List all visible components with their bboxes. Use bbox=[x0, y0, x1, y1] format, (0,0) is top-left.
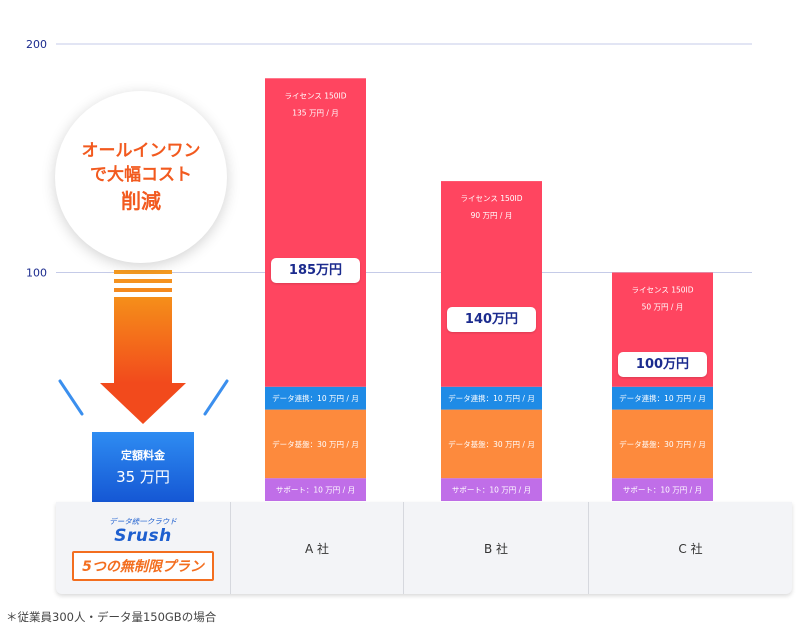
fixed-fee-box: 定額料金 35 万円 bbox=[92, 432, 194, 502]
segment-label: データ基盤：30 万円 / 月 bbox=[619, 439, 706, 449]
segment-label: データ連携：10 万円 / 月 bbox=[272, 393, 359, 403]
total-label: 185万円 bbox=[271, 258, 360, 283]
axis-divider bbox=[588, 502, 589, 594]
bar-segment-データ連携 bbox=[265, 386, 366, 410]
segment-label: ライセンス 150ID bbox=[460, 194, 522, 203]
category-label-a: A 社 bbox=[304, 541, 330, 556]
bar-segment-データ基盤 bbox=[612, 409, 713, 479]
bar-segment-データ基盤 bbox=[441, 409, 542, 479]
category-label-b: B 社 bbox=[483, 541, 509, 556]
segment-label: データ連携：10 万円 / 月 bbox=[448, 393, 535, 403]
category-label-c: C 社 bbox=[678, 541, 703, 556]
segment-label: データ連携：10 万円 / 月 bbox=[619, 393, 706, 403]
cost-reduction-callout: オールインワン で大幅コスト 削減 bbox=[55, 91, 227, 263]
bar-segment-サポート bbox=[612, 478, 713, 501]
bar-segment-サポート bbox=[265, 478, 366, 501]
segment-label: ライセンス 150ID bbox=[631, 286, 693, 295]
callout-line-1: オールインワン bbox=[81, 141, 201, 161]
bar-segment-データ連携 bbox=[441, 386, 542, 410]
segment-label: サポート：10 万円 / 月 bbox=[452, 486, 531, 495]
total-label: 100万円 bbox=[618, 352, 707, 377]
segment-label: サポート：10 万円 / 月 bbox=[623, 486, 702, 495]
segment-sublabel: 50 万円 / 月 bbox=[642, 303, 684, 312]
segment-sublabel: 135 万円 / 月 bbox=[292, 108, 339, 117]
axis-divider bbox=[403, 502, 404, 594]
segment-label: サポート：10 万円 / 月 bbox=[276, 486, 355, 495]
y-tick-label: 100 bbox=[26, 267, 47, 280]
brand-logo: Srush bbox=[114, 525, 172, 546]
callout-line-3: 削減 bbox=[121, 189, 161, 213]
segment-label: データ基盤：30 万円 / 月 bbox=[272, 439, 359, 449]
bar-segment-データ基盤 bbox=[265, 409, 366, 479]
down-arrow-icon bbox=[100, 270, 186, 424]
y-tick-label: 200 bbox=[26, 38, 47, 51]
footnote: ＊従業員300人・データ量150GBの場合 bbox=[6, 610, 217, 624]
axis-divider bbox=[230, 502, 231, 594]
brand-tagline: データ統一クラウド bbox=[109, 516, 177, 526]
brand-cell: データ統一クラウド Srush 5つの無制限プラン bbox=[56, 502, 230, 594]
fixed-fee-value: 35 万円 bbox=[116, 468, 170, 486]
bar-segment-データ連携 bbox=[612, 386, 713, 410]
fixed-fee-label: 定額料金 bbox=[121, 449, 165, 462]
bar-segment-ライセンス bbox=[441, 181, 542, 387]
segment-label: データ基盤：30 万円 / 月 bbox=[448, 439, 535, 449]
segment-label: ライセンス 150ID bbox=[284, 91, 346, 100]
segment-sublabel: 90 万円 / 月 bbox=[471, 211, 513, 220]
callout-line-2: で大幅コスト bbox=[90, 165, 192, 185]
plan-badge: 5つの無制限プラン bbox=[72, 550, 214, 581]
category-axis-table: データ統一クラウド Srush 5つの無制限プラン A 社 B 社 C 社 bbox=[56, 502, 792, 594]
bar-segment-ライセンス bbox=[265, 78, 366, 387]
bar-segment-サポート bbox=[441, 478, 542, 501]
sparkle-lines-icon bbox=[58, 379, 229, 416]
total-label: 140万円 bbox=[447, 307, 536, 332]
